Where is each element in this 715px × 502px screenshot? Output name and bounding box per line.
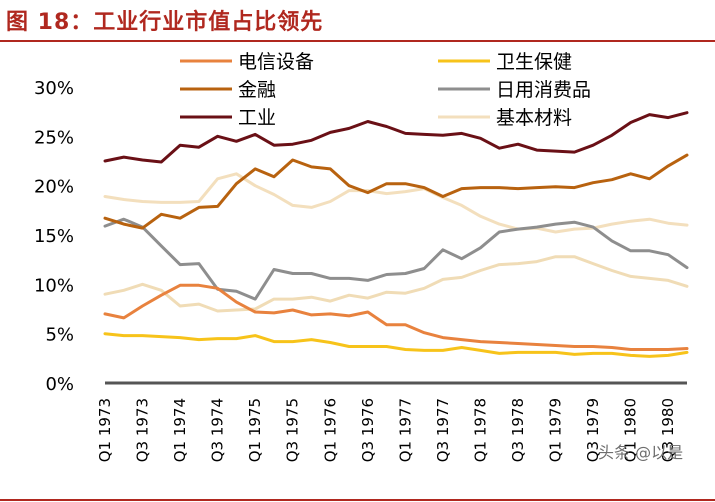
x-tick-label: Q1 1979 (547, 398, 565, 462)
legend-label-3: 金融 (238, 79, 276, 101)
y-tick-label: 5% (45, 325, 74, 346)
legend-label-4: 日用消费品 (496, 79, 591, 101)
figure-title: 图 18：工业行业市值占比领先 (6, 10, 324, 35)
x-tick-label: Q3 1980 (659, 398, 677, 462)
x-tick-label: Q3 1979 (584, 398, 602, 462)
x-tick-label: Q1 1975 (246, 398, 264, 462)
legend-label-5: 工业 (238, 107, 276, 129)
x-tick-label: Q1 1978 (472, 398, 490, 462)
legend-label-2: 卫生保健 (496, 51, 572, 73)
legend-label-6: 基本材料 (496, 107, 572, 129)
legend-label-1: 电信设备 (238, 51, 314, 73)
y-tick-label: 0% (45, 374, 74, 395)
series-line-5 (103, 111, 689, 164)
x-axis: Q1 1973 Q3 1973 Q1 1974 Q3 1974 Q1 1975 Q3 19… (96, 398, 677, 462)
x-tick-label: Q3 1976 (359, 398, 377, 462)
series-line-2 (103, 332, 689, 358)
x-tick-label: Q3 1974 (209, 398, 227, 462)
y-tick-label: 25% (34, 127, 74, 148)
x-tick-label: Q3 1973 (134, 398, 152, 462)
y-axis: 0% 5% 10% 15% 20% 25% 30% (34, 78, 74, 395)
bottom-divider (0, 499, 715, 501)
y-tick-label: 20% (34, 177, 74, 198)
series-line-7 (103, 255, 689, 313)
series-line-3 (103, 153, 689, 230)
x-tick-label: Q1 1977 (396, 398, 414, 462)
title-divider (0, 40, 715, 42)
series-line-6 (103, 172, 689, 234)
y-tick-label: 10% (34, 275, 74, 296)
x-tick-label: Q3 1978 (509, 398, 527, 462)
x-tick-label: Q1 1980 (622, 398, 640, 462)
x-tick-label: Q1 1976 (321, 398, 339, 462)
y-tick-label: 30% (34, 78, 74, 99)
x-tick-label: Q1 1974 (171, 398, 189, 462)
x-tick-label: Q3 1975 (284, 398, 302, 462)
series-line-1 (103, 283, 689, 351)
plot-area (103, 111, 689, 385)
series-line-4 (103, 217, 689, 301)
watermark: 头条 @以是 (598, 443, 683, 462)
y-tick-label: 15% (34, 226, 74, 247)
x-tick-label: Q3 1977 (434, 398, 452, 462)
x-tick-label: Q1 1973 (96, 398, 114, 462)
